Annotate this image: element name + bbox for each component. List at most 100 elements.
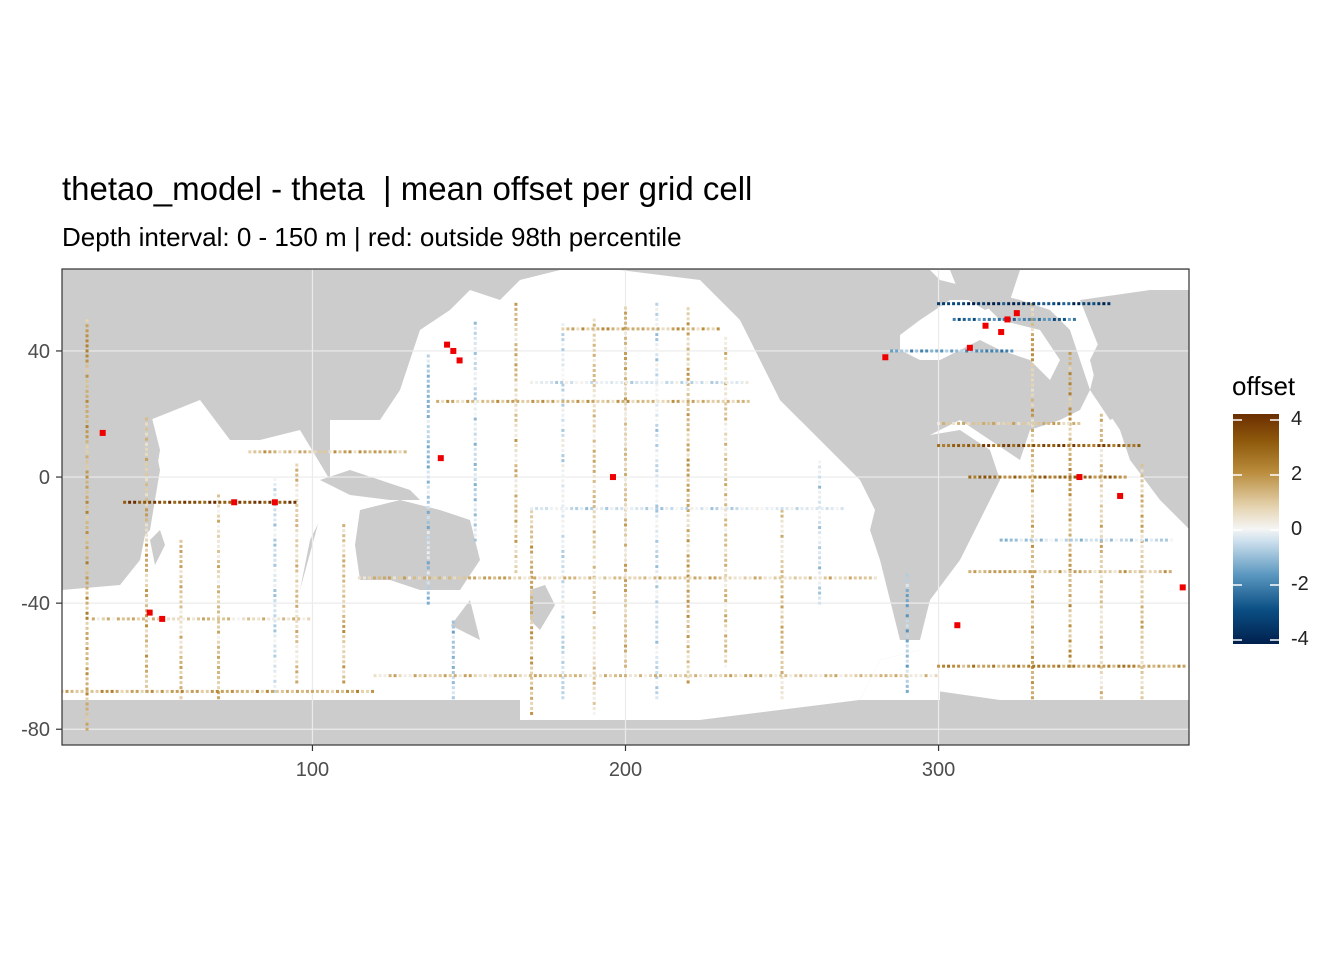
transect-cell (1037, 664, 1041, 668)
transect-cell (724, 346, 728, 350)
zonal-transect (937, 444, 1141, 448)
outlier-cell (444, 341, 451, 348)
transect-cell (1052, 317, 1056, 321)
transect-cell (230, 689, 234, 693)
transect-cell (1022, 302, 1026, 306)
transect-cell (1048, 570, 1052, 574)
transect-cell (592, 676, 596, 680)
zonal-transect (968, 570, 1172, 574)
transect-cell (686, 418, 690, 422)
transect-cell (1013, 570, 1017, 574)
transect-cell (362, 576, 366, 580)
transect-cell (592, 616, 596, 620)
transect-cell (818, 465, 822, 469)
transect-cell (1052, 302, 1056, 306)
transect-cell (724, 462, 728, 466)
transect-cell (720, 507, 724, 511)
transect-cell (575, 507, 579, 511)
transect-cell (593, 674, 597, 678)
transect-cell (476, 399, 480, 403)
transect-cell (295, 503, 299, 507)
transect-cell (1068, 644, 1072, 648)
transect-cell (655, 676, 659, 680)
transect-cell (514, 353, 518, 357)
transect-cell (723, 576, 727, 580)
transect-cell (681, 327, 685, 331)
transect-cell (273, 508, 277, 512)
transect-cell (624, 533, 627, 537)
transect-cell (624, 563, 627, 567)
transect-cell (1057, 444, 1061, 448)
transect-cell (650, 507, 654, 511)
transect-cell (530, 535, 534, 539)
transect-cell (780, 590, 784, 594)
transect-cell (265, 689, 269, 693)
transect-cell (530, 580, 534, 584)
transect-cell (426, 495, 430, 499)
transect-cell (706, 327, 710, 331)
transect-cell (765, 507, 769, 511)
transect-cell (705, 507, 709, 511)
transect-cell (624, 311, 627, 315)
transect-cell (85, 601, 89, 605)
transect-cell (191, 617, 195, 621)
transect-cell (1030, 560, 1034, 564)
transect-cell (473, 351, 477, 355)
transect-cell (473, 523, 477, 527)
transect-cell (655, 575, 659, 579)
transect-cell (740, 380, 744, 384)
transect-cell (473, 346, 477, 350)
transect-cell (905, 689, 909, 693)
transect-cell (408, 674, 412, 678)
transect-cell (794, 674, 798, 678)
legend-ticks (1233, 419, 1279, 641)
transect-cell (85, 697, 89, 701)
transect-cell (592, 530, 596, 534)
transect-cell (125, 689, 129, 693)
transect-cell (514, 560, 518, 564)
transect-cell (1012, 444, 1016, 448)
transect-cell (848, 576, 852, 580)
transect-cell (1068, 402, 1072, 406)
meridional-transect (273, 478, 277, 693)
transect-cell (268, 450, 272, 454)
transect-cell (330, 689, 334, 693)
transect-cell (498, 674, 502, 678)
transect-cell (952, 421, 956, 425)
transect-cell (85, 420, 89, 424)
transect-cell (894, 674, 898, 678)
transect-cell (176, 617, 180, 621)
transect-cell (655, 368, 659, 372)
transect-cell (696, 399, 700, 403)
transect-cell (342, 604, 346, 608)
transect-cell (624, 467, 627, 471)
transect-cell (686, 473, 690, 477)
transect-cell (571, 327, 575, 331)
transect-cell (624, 457, 627, 461)
transect-cell (310, 689, 314, 693)
transect-cell (1140, 499, 1144, 503)
transect-cell (1078, 475, 1082, 479)
transect-cell (624, 462, 627, 466)
transect-cell (561, 640, 565, 644)
transect-cell (770, 507, 774, 511)
legend-tick-label: 2 (1291, 463, 1303, 485)
transect-cell (273, 629, 277, 633)
transect-cell (724, 624, 728, 628)
transect-cell (530, 666, 534, 670)
transect-cell (523, 576, 527, 580)
transect-cell (655, 605, 659, 609)
transect-cell (426, 435, 430, 439)
transect-cell (592, 363, 596, 367)
transect-cell (967, 317, 971, 321)
transect-cell (478, 576, 482, 580)
transect-cell (1140, 504, 1144, 508)
transect-cell (671, 399, 675, 403)
transect-cell (217, 590, 221, 594)
transect-cell (217, 560, 221, 564)
transect-cell (273, 604, 277, 608)
transect-cell (655, 353, 659, 357)
transect-cell (972, 302, 976, 306)
transect-cell (655, 595, 659, 599)
transect-cell (561, 534, 565, 538)
